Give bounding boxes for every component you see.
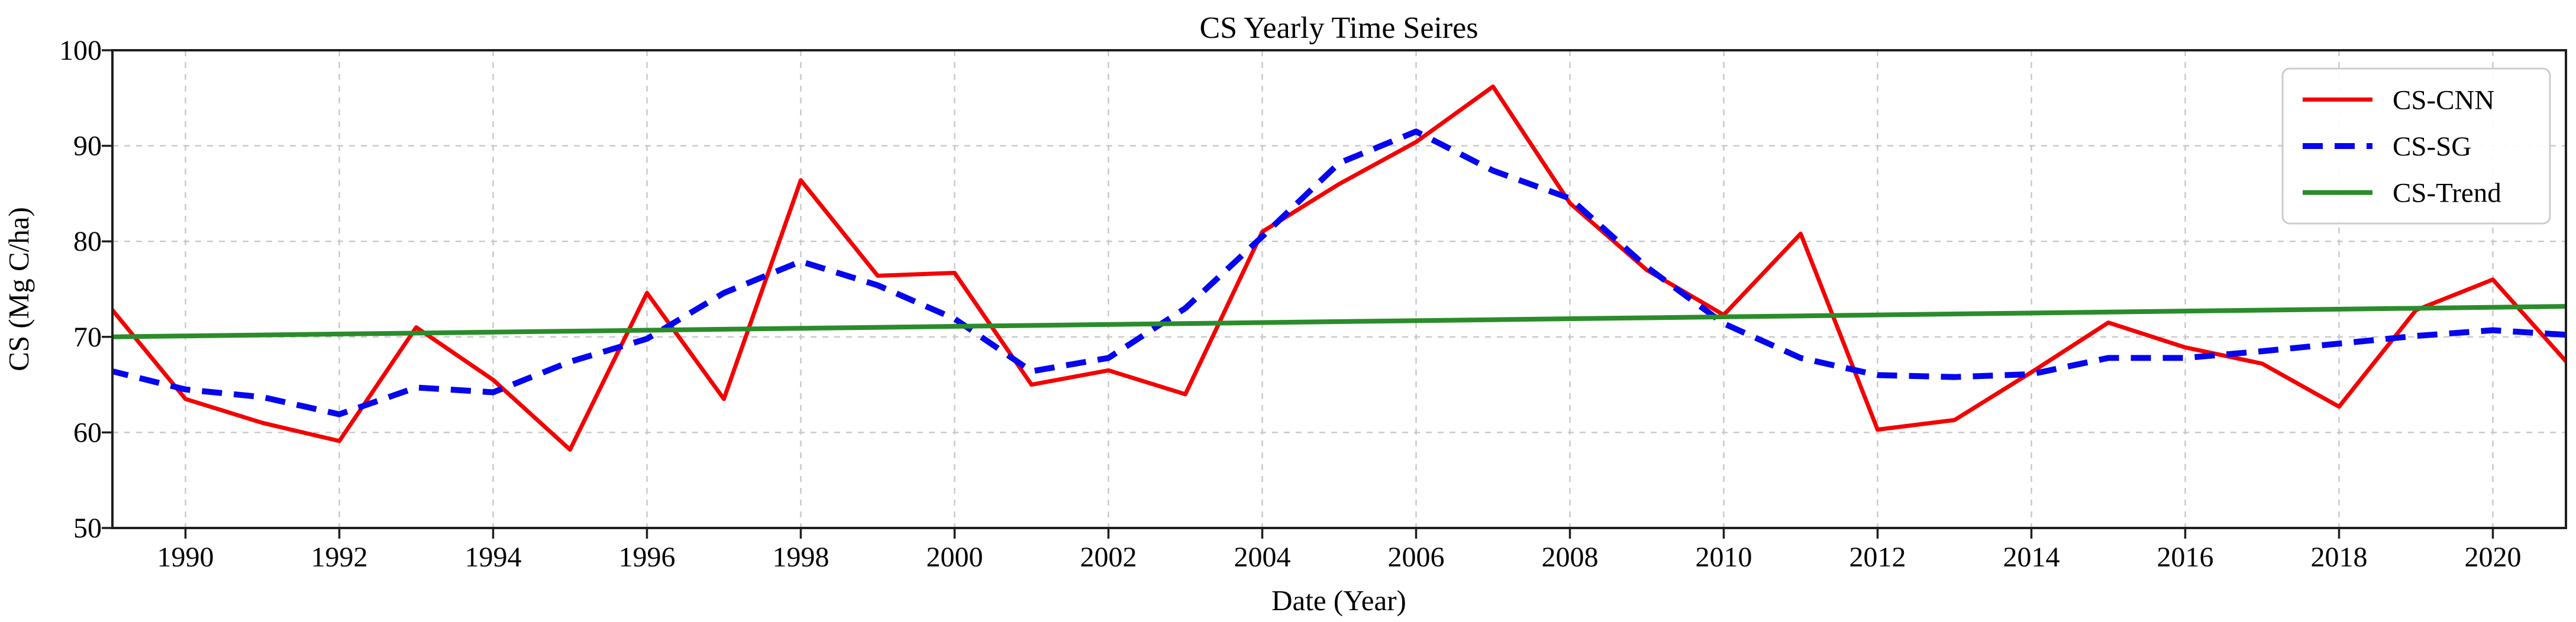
- axes-frame: [111, 49, 2567, 529]
- x-tick-label: 2008: [1542, 542, 1599, 573]
- x-tick-label: 2000: [927, 542, 983, 573]
- series-lines: [112, 84, 2566, 452]
- x-tick-label: 2020: [2465, 542, 2522, 573]
- series-line-cs-trend: [112, 304, 2566, 339]
- legend-box: [2281, 67, 2551, 225]
- legend-entry-cs-trend: CS-Trend: [2303, 178, 2501, 209]
- plot-frame: [111, 49, 2567, 529]
- x-tick-label: 1992: [311, 542, 368, 573]
- axis-ticks: [102, 49, 2494, 539]
- x-tick-label: 2004: [1234, 542, 1291, 573]
- x-tick-label: 2016: [2157, 542, 2214, 573]
- x-tick-label: 2006: [1388, 542, 1445, 573]
- legend-entry-cs-sg: CS-SG: [2303, 131, 2471, 162]
- x-tick-label: 1998: [773, 542, 829, 573]
- gridlines: [112, 50, 2566, 528]
- legend-label: CS-SG: [2393, 131, 2471, 162]
- x-tick-label: 2018: [2311, 542, 2368, 573]
- x-tick-label: 2010: [1696, 542, 1752, 573]
- legend: CS-CNN CS-SG CS-Trend: [2281, 67, 2551, 225]
- x-tick-label: 2002: [1080, 542, 1137, 573]
- tick-labels: 1990 1992 1994 1996 1998 2000 2002 2004 2006 2008…: [59, 35, 2522, 573]
- x-tick-label: 2012: [1849, 542, 1906, 573]
- series-line-cs-cnn: [112, 84, 2566, 452]
- x-tick-label: 1990: [157, 542, 214, 573]
- y-tick-label: 50: [73, 513, 102, 544]
- y-axis-label: CS (Mg C/ha): [2, 207, 35, 371]
- legend-label: CS-CNN: [2393, 85, 2494, 115]
- x-tick-label: 1994: [465, 542, 522, 573]
- y-tick-label: 60: [73, 417, 102, 448]
- legend-label: CS-Trend: [2393, 178, 2501, 209]
- legend-entry-cs-cnn: CS-CNN: [2303, 85, 2494, 115]
- y-tick-label: 90: [73, 131, 102, 162]
- x-axis-label: Date (Year): [1271, 584, 1406, 617]
- x-tick-label: 2014: [2003, 542, 2060, 573]
- y-tick-label: 100: [59, 35, 102, 66]
- series-line-cs-sg: [112, 128, 2566, 417]
- y-tick-label: 70: [73, 322, 102, 353]
- x-tick-label: 1996: [619, 542, 676, 573]
- chart-title: CS Yearly Time Seires: [1200, 11, 1479, 45]
- y-tick-label: 80: [73, 226, 102, 257]
